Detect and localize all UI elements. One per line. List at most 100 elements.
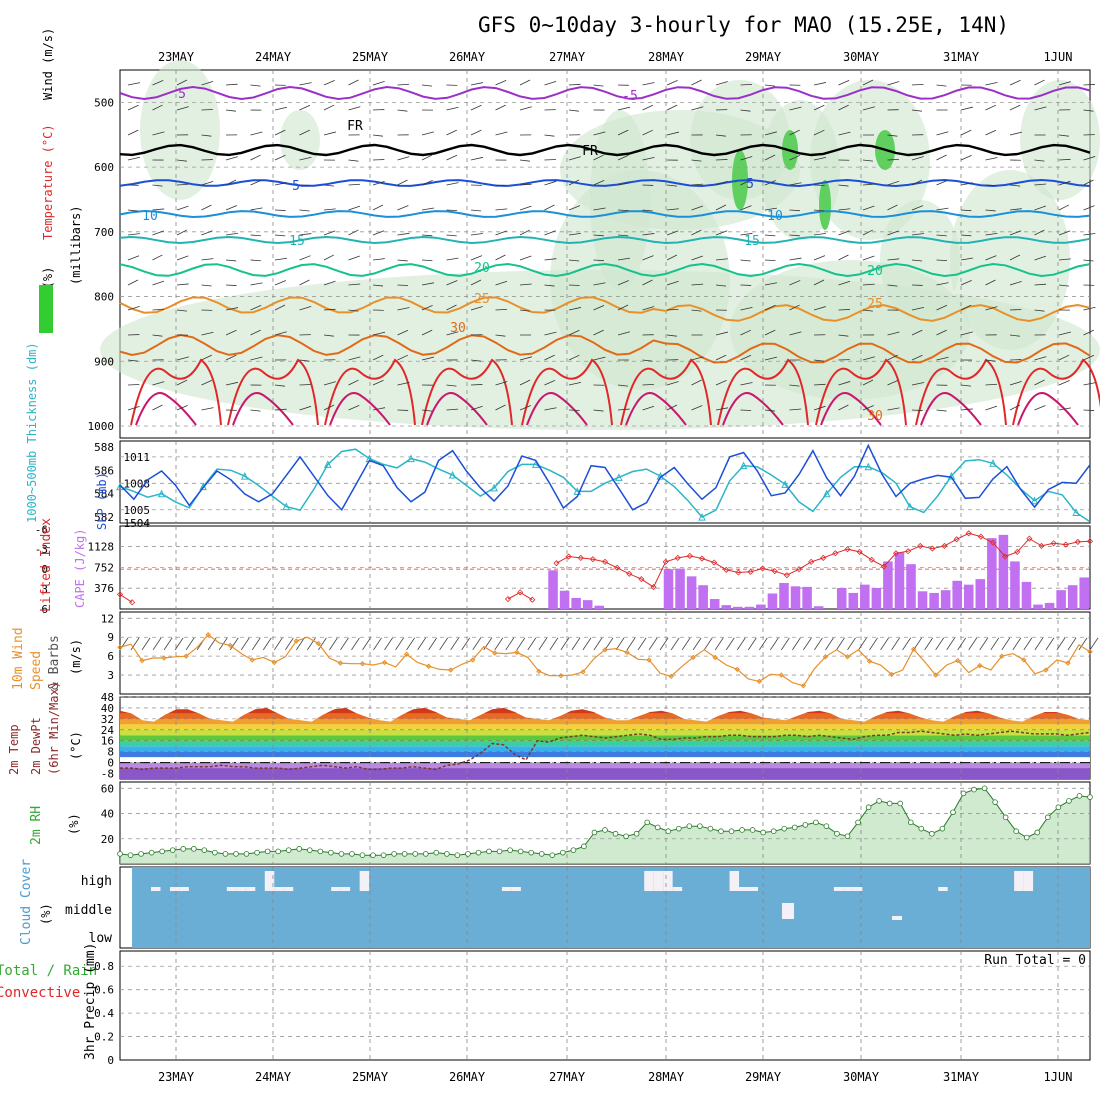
- wind-barb: [398, 206, 409, 210]
- wind-barb: [473, 638, 481, 650]
- high-cloud-gap: [331, 887, 340, 891]
- wind-barb: [1013, 638, 1021, 650]
- rh-marker: [423, 852, 428, 857]
- cape-label: CAPE (J/kg): [73, 529, 87, 608]
- wind-barb: [825, 638, 833, 650]
- wind-tick: 3: [107, 669, 114, 682]
- high-cloud-gap: [511, 887, 520, 891]
- wind-barb: [986, 157, 998, 160]
- wind-barb: [638, 638, 646, 650]
- rh-marker: [719, 829, 724, 834]
- lifted-axis-label: Lifted Index: [39, 518, 54, 612]
- wind-barb: [471, 234, 483, 235]
- wind-barb: [398, 84, 410, 85]
- wind-barb: [251, 283, 263, 285]
- rh-marker: [381, 853, 386, 858]
- wind-barb: [300, 210, 310, 211]
- wind-unit: (m/s): [69, 639, 83, 675]
- wind-barb: [520, 80, 530, 85]
- rh-marker: [128, 853, 133, 858]
- wind-barb: [153, 638, 161, 650]
- wind-barb: [671, 638, 679, 650]
- rh-marker: [244, 852, 249, 857]
- wind-label-part: 10m Wind: [11, 627, 26, 690]
- slp-line: [120, 445, 1090, 509]
- wind-barb: [471, 157, 483, 160]
- cape-bar: [733, 607, 743, 609]
- rh-marker: [887, 801, 892, 806]
- cape-axis-label: CAPE (J/kg): [73, 529, 87, 608]
- pressure-tick: 1000: [88, 420, 115, 433]
- wind-barb: [859, 638, 867, 650]
- wind-barb: [300, 384, 311, 385]
- wind-barb: [496, 105, 506, 110]
- wind-axis-label: Wind (m/s): [41, 28, 55, 100]
- rh-marker: [645, 820, 650, 825]
- cape-bar: [1068, 585, 1078, 609]
- wind-barb: [682, 638, 690, 650]
- cape-bar: [814, 606, 824, 609]
- wind-barb: [471, 210, 481, 211]
- cloud-unit: (%): [39, 903, 53, 925]
- wind-barb: [349, 184, 361, 185]
- day-label-bottom: 29MAY: [745, 1070, 782, 1084]
- slp-axis-label: SLP (mb): [95, 472, 109, 530]
- temp-band: [120, 713, 1090, 718]
- wind-barb: [667, 80, 678, 85]
- contour-label: 15: [289, 234, 305, 249]
- wind-barb: [545, 81, 557, 85]
- cape-bar: [583, 600, 593, 609]
- temp-unit: (°C): [69, 731, 83, 760]
- wind-barb: [605, 638, 613, 650]
- day-label-top: 25MAY: [352, 50, 389, 64]
- day-label-bottom: 24MAY: [255, 1070, 292, 1084]
- wind-barb: [363, 638, 371, 650]
- wind-barb: [324, 209, 336, 210]
- rh-marker: [1014, 829, 1019, 834]
- wind-barb: [496, 209, 508, 210]
- wind-barb: [462, 638, 470, 650]
- wind-barb: [836, 638, 844, 650]
- rh-marker: [592, 830, 597, 835]
- wind-barb: [572, 638, 580, 650]
- cape-bar: [976, 579, 986, 609]
- rh-marker: [265, 849, 270, 854]
- cape-bar: [768, 594, 778, 609]
- wind-barb: [912, 84, 923, 85]
- wind-barb: [937, 410, 947, 411]
- wind-barb: [407, 638, 415, 650]
- wind-barb: [790, 258, 802, 260]
- day-label-bottom: 25MAY: [352, 1070, 389, 1084]
- rh-marker: [982, 786, 987, 791]
- cape-bar: [1033, 605, 1043, 609]
- wind-barb: [128, 280, 138, 285]
- cloud-label: Cloud Cover: [19, 859, 34, 945]
- wind-barb: [398, 260, 408, 261]
- wind-barb: [1010, 405, 1020, 410]
- wind-barb: [202, 285, 212, 286]
- wind-barb: [396, 638, 404, 650]
- cloud-axis-label: Cloud Cover: [19, 859, 34, 945]
- cape-bar: [1079, 577, 1089, 609]
- contour-label: 5: [292, 179, 300, 194]
- rh-marker: [676, 826, 681, 831]
- cape-bar: [1010, 561, 1020, 609]
- cape-bar: [687, 576, 697, 609]
- rh-marker: [750, 828, 755, 833]
- wind-barb: [142, 638, 150, 650]
- wind-barb: [1084, 410, 1095, 411]
- cape-bar: [941, 590, 951, 609]
- cape-bar: [918, 591, 928, 609]
- slp-tick: 1008: [124, 477, 151, 490]
- wind-barb: [471, 83, 483, 85]
- wind-barb: [340, 638, 348, 650]
- wind-barb: [520, 230, 530, 235]
- wind-barb: [186, 638, 194, 650]
- panel-frame: [120, 951, 1090, 1060]
- cloud-unit-label: (%): [39, 903, 53, 925]
- high-cloud-gap: [265, 871, 274, 891]
- rh-marker: [191, 846, 196, 851]
- day-label-bottom: 27MAY: [549, 1070, 586, 1084]
- wind-barb: [241, 638, 249, 650]
- wind-barb: [226, 84, 238, 85]
